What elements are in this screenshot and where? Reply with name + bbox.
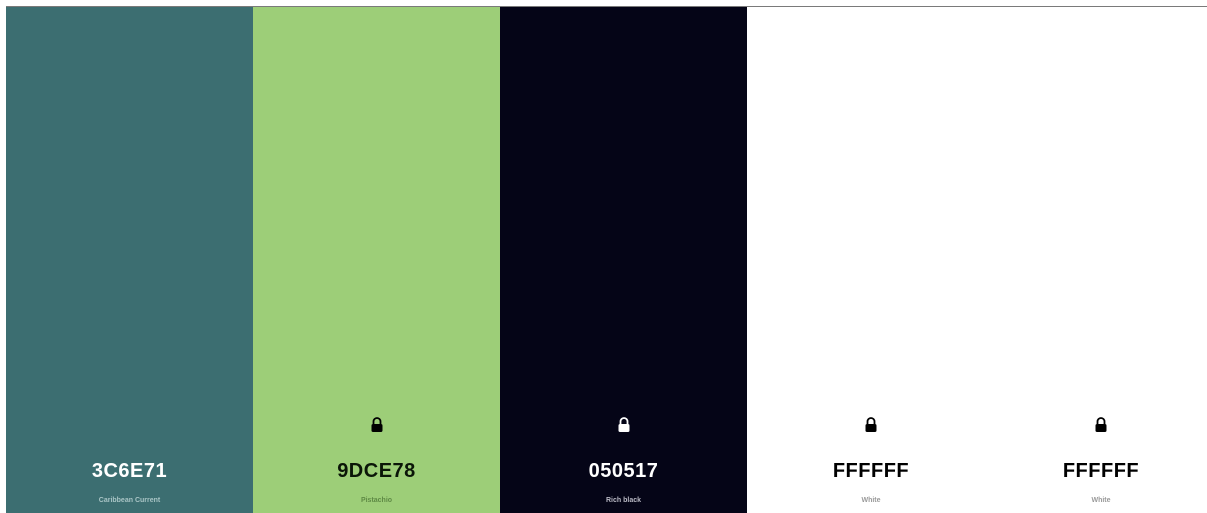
color-name-3: Rich black — [605, 497, 641, 504]
color-name-4: White — [861, 497, 881, 504]
color-hex-1[interactable]: 3C6E71 — [91, 460, 168, 482]
lock-icon[interactable] — [617, 417, 631, 433]
color-hex-3[interactable]: 050517 — [588, 460, 659, 482]
lock-icon[interactable] — [1094, 417, 1108, 433]
color-name-2: Pistachio — [360, 497, 393, 504]
color-name-5: White — [1091, 497, 1111, 504]
color-swatch-5[interactable]: FFFFFF White — [995, 7, 1207, 513]
color-swatch-1[interactable]: 3C6E71 Caribbean Current — [6, 7, 253, 513]
color-palette: 3C6E71 Caribbean Current 9DCE78 Pistachi… — [6, 7, 1207, 513]
color-hex-5[interactable]: FFFFFF — [1062, 460, 1140, 482]
lock-icon[interactable] — [864, 417, 878, 433]
lock-icon[interactable] — [370, 417, 384, 433]
color-swatch-3[interactable]: 050517 Rich black — [500, 7, 747, 513]
color-hex-4[interactable]: FFFFFF — [832, 460, 910, 482]
color-hex-2[interactable]: 9DCE78 — [337, 460, 416, 482]
color-name-1: Caribbean Current — [98, 497, 161, 504]
color-swatch-4[interactable]: FFFFFF White — [747, 7, 995, 513]
color-swatch-2[interactable]: 9DCE78 Pistachio — [253, 7, 500, 513]
palette-page: 3C6E71 Caribbean Current 9DCE78 Pistachi… — [6, 6, 1207, 513]
